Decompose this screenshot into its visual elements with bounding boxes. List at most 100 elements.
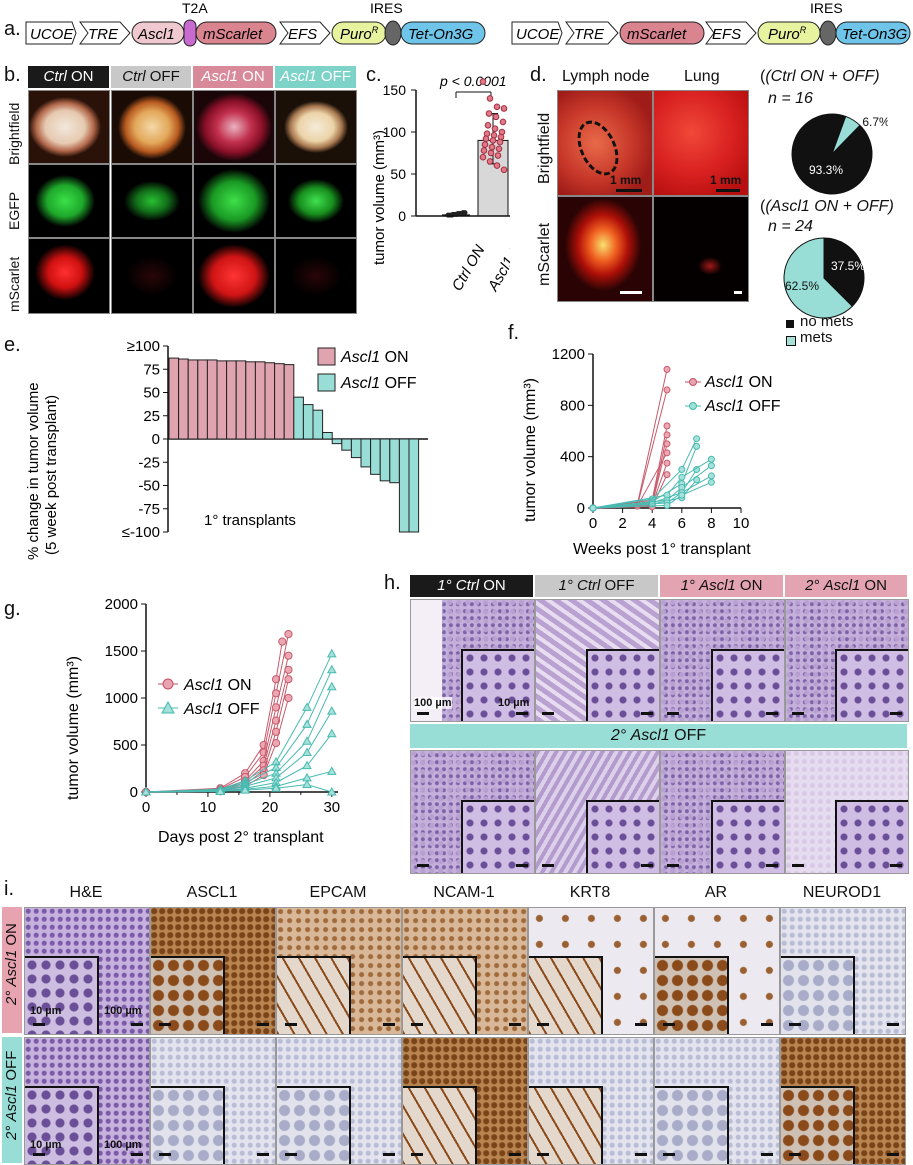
xtick-label: 20 <box>262 799 279 816</box>
data-point <box>678 473 686 481</box>
c-dot <box>482 135 490 143</box>
svg-text:PuroR: PuroR <box>768 25 807 43</box>
e-bar <box>254 361 266 440</box>
i-col-neurod1: NEUROD1 <box>802 884 882 901</box>
i-row-on-label: 2° Ascl1 ON <box>3 923 20 1005</box>
i-col-ncam-1: NCAM-1 <box>433 884 495 901</box>
c-dot <box>495 145 503 153</box>
ytick-label: 0 <box>130 784 138 801</box>
h-header-4: 2° Ascl1 ON <box>785 575 907 597</box>
scalebar <box>667 864 679 867</box>
e-bar <box>216 360 228 440</box>
b-mscarlet-ascl1-on <box>193 238 275 314</box>
c-dot <box>500 166 508 174</box>
scalebar-inset <box>641 864 653 867</box>
scalebar-inset <box>890 864 902 867</box>
b-row-egfp: EGFP <box>6 191 22 230</box>
scalebar-inset <box>537 1153 549 1156</box>
e-legend-on: Ascl1 ON <box>340 349 409 366</box>
panel-c-chart: tumor volume (mm³) p < 0.0001 050100150 … <box>371 73 510 295</box>
b-row-brightfield: Brightfield <box>6 102 22 165</box>
scalebar-inset <box>516 864 528 867</box>
xtick-label: 0 <box>589 515 597 532</box>
i-col-krt8: KRT8 <box>569 884 611 901</box>
data-point <box>326 681 337 691</box>
c-dot <box>492 113 500 121</box>
b-egfp-ascl1-off <box>275 164 357 238</box>
e-ylabel-1: % change in tumor volume <box>25 382 42 560</box>
h-img-8-off <box>785 750 909 874</box>
i-img-off-5 <box>654 1037 780 1165</box>
i-inset <box>781 956 855 1034</box>
svg-text:Tet-On3G: Tet-On3G <box>408 26 474 43</box>
i-row-off-band <box>2 1037 22 1163</box>
ytick-label: 400 <box>560 449 585 466</box>
scalebar-inset <box>411 1023 423 1026</box>
e-bar <box>283 364 295 440</box>
scalebar-inset <box>159 1153 171 1156</box>
e-bar <box>293 396 304 440</box>
f-legend: Ascl1 ON Ascl1 OFF <box>685 374 781 415</box>
e-ytick-label: ≥100 <box>127 338 160 355</box>
series-line <box>592 481 712 509</box>
data-point <box>284 665 293 674</box>
data-point <box>663 459 671 467</box>
data-point <box>707 472 715 480</box>
i-inset <box>151 1086 225 1164</box>
series-line <box>145 653 333 793</box>
construct-left: T2A IRES UCOE TRE Ascl1 mScarlet EFS Pur… <box>25 0 486 47</box>
c-dot <box>489 137 497 144</box>
f-xlabel: Weeks post 1° transplant <box>573 541 751 558</box>
svg-text:PuroR: PuroR <box>340 25 379 43</box>
b-header-ctrl-on: Ctrl ON <box>28 66 109 88</box>
panel-h-label: h. <box>384 572 401 594</box>
xtick-label: 2 <box>618 515 626 532</box>
e-bar <box>379 438 391 482</box>
ytick-label: 500 <box>113 737 138 754</box>
i-inset <box>403 956 477 1034</box>
c-ylabel: tumor volume (mm³) <box>371 130 388 265</box>
scalebar <box>761 1153 773 1156</box>
svg-text:EFS: EFS <box>288 26 317 43</box>
scalebar <box>257 1153 269 1156</box>
i-img-off-6 <box>780 1037 906 1165</box>
c-dot <box>496 138 504 146</box>
data-point <box>284 629 293 639</box>
scalebar <box>887 1153 899 1156</box>
d-lung-spot <box>698 257 722 275</box>
svg-text:UCOE: UCOE <box>516 26 560 43</box>
d-scalebar-1 <box>616 189 642 192</box>
d-lung-brightfield: 1 mm <box>653 90 749 196</box>
e-bar <box>341 438 352 451</box>
c-dot <box>485 110 493 117</box>
panel-e-label: e. <box>4 334 21 356</box>
data-point <box>663 440 671 448</box>
scalebar <box>887 1023 899 1026</box>
h-header-3: 1° Ascl1 ON <box>660 575 783 597</box>
b-brightfield-ascl1-off <box>275 90 357 164</box>
b-row-mscarlet: mScarlet <box>6 256 22 312</box>
xtick-label: 0 <box>142 799 150 816</box>
data-point <box>240 785 250 794</box>
panel-f-chart: tumor volume (mm³) Weeks post 1° transpl… <box>522 346 781 558</box>
h-img-2-ctrl-off <box>535 599 660 722</box>
c-ytick-label: 100 <box>383 124 407 140</box>
scalebar <box>635 1023 647 1026</box>
svg-text:mScarlet: mScarlet <box>203 26 263 43</box>
data-point <box>693 442 701 450</box>
data-point <box>663 422 671 430</box>
b-brightfield-ctrl-off <box>111 90 193 164</box>
e-bar <box>226 360 237 440</box>
e-bar <box>389 438 400 484</box>
ires-label-left: IRES <box>370 0 403 16</box>
h-img-8-off-inset <box>835 800 908 873</box>
d-col-lymph: Lymph node <box>562 68 650 85</box>
ires-label-right: IRES <box>810 0 843 16</box>
e-bar <box>235 360 247 440</box>
d-lymph-brightfield: 1 mm <box>557 90 653 196</box>
scalebar <box>383 1023 395 1026</box>
pie2-slice-label: 62.5% <box>785 279 819 293</box>
i-inset <box>781 1086 855 1164</box>
g-xlabel: Days post 2° transplant <box>158 829 324 846</box>
data-point <box>707 462 715 470</box>
